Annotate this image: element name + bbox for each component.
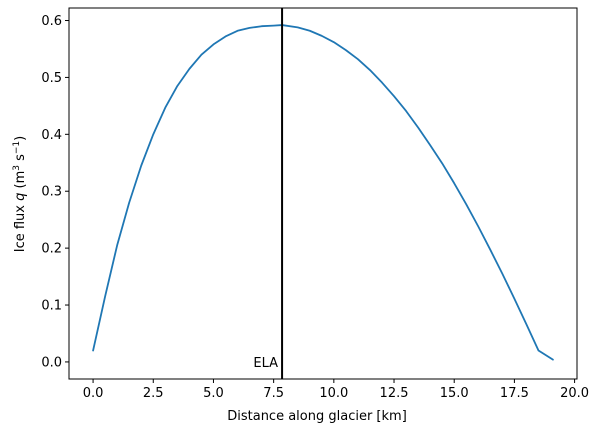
y-axis-label-unit-close: ) [13, 136, 28, 141]
y-axis-label-unit-open: (m [13, 171, 28, 193]
axes-frame [68, 7, 578, 380]
y-axis-label-symbol: q [13, 193, 28, 201]
x-axis-label: Distance along glacier [km] [227, 409, 407, 424]
x-tick-label: 10.0 [319, 386, 348, 401]
series-line-0 [92, 24, 554, 361]
plot-layer: ELA [92, 8, 554, 379]
y-axis-label-prefix: Ice flux [13, 201, 28, 252]
y-tick-label: 0.5 [41, 71, 62, 86]
x-tick-label: 17.5 [500, 386, 529, 401]
y-tick-label: 0.4 [41, 128, 62, 143]
y-tick-label: 0.3 [41, 185, 62, 200]
y-tick-label: 0.2 [41, 242, 62, 257]
x-tick-label: 20.0 [560, 386, 589, 401]
y-tick-label: 0.6 [41, 14, 62, 29]
ela-label: ELA [253, 356, 278, 371]
y-axis-label-sup-2: −1 [12, 141, 22, 154]
y-tick-label: 0.0 [41, 355, 62, 370]
x-tick-label: 2.5 [143, 386, 164, 401]
y-axis-label: Ice flux q (m3 s−1) [12, 136, 28, 253]
axes-layer: 0.0 2.5 5.0 7.5 10.0 12.5 15.0 17.5 20.0 0.0 0.1 0.… [41, 7, 589, 401]
y-axis-label-unit-mid: s [13, 154, 28, 165]
x-tick-label: 5.0 [203, 386, 224, 401]
x-tick-label: 12.5 [380, 386, 409, 401]
x-tick-label: 15.0 [440, 386, 469, 401]
x-tick-label: 0.0 [83, 386, 104, 401]
x-tick-label: 7.5 [263, 386, 284, 401]
y-axis-label-sup-1: 3 [12, 165, 22, 171]
y-tick-label: 0.1 [41, 299, 62, 314]
